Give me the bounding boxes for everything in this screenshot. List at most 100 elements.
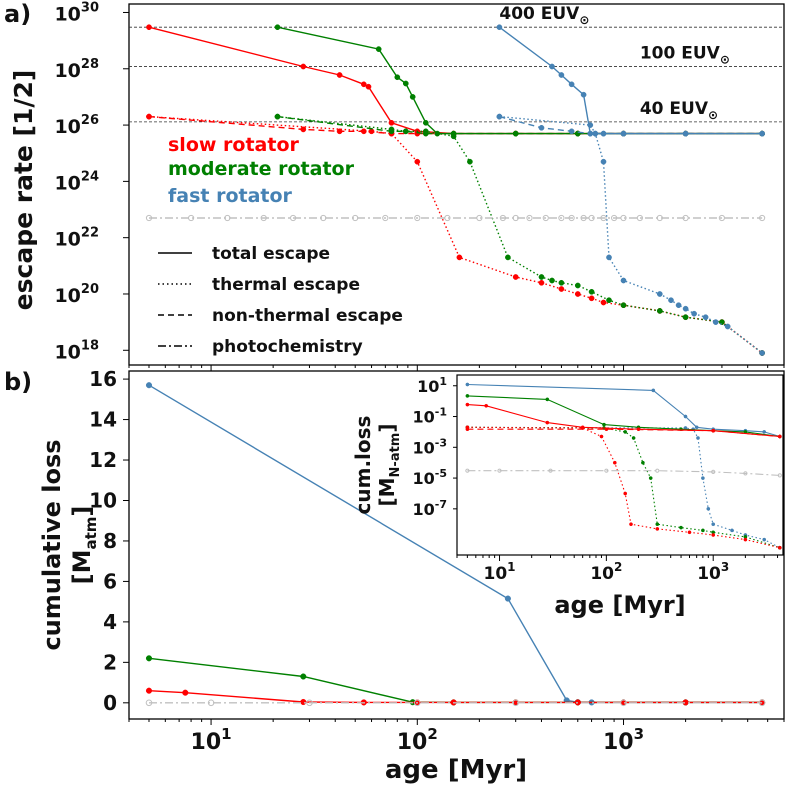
legend-photochemistry: photochemistry [212,337,363,357]
panel_a-point [691,310,697,317]
panel-b-ylabel: cumulative loss [Matm] [38,439,100,650]
panel_a-series-fast-non-thermal [499,115,763,135]
panel_a-point [467,158,473,165]
panel-b-ytick-label: 4 [103,610,117,634]
panel_a-point [300,63,307,70]
panel_a-series-slow-non-thermal [148,115,763,135]
panel_a-point [656,214,663,222]
panel-b-ytick-label: 2 [103,650,117,674]
inset-log-cumulative-loss: 101 10-1 10-3 10-5 10-7 101 102 103 cum.loss [M… [351,374,784,619]
inset-ticks: 101 10-1 10-3 10-5 10-7 101 102 103 [413,375,779,584]
panel_a-point [300,126,307,133]
inset-xtick-label: 101 [484,560,516,584]
panel_a-point [409,94,416,100]
panel_a-point [496,24,503,31]
panel-b-label: b) [4,368,32,396]
panel_a-point [456,254,463,261]
panel_a-point [636,214,644,222]
panel_a-point [600,214,607,222]
inset-point [465,382,470,387]
panel_a-point [682,130,689,137]
panel_a-point [360,128,367,135]
panel-a-ytick-label: 1022 [54,226,99,251]
panel_a-point [146,24,152,31]
panel_a-point [580,91,587,98]
panel_a-point [759,214,766,222]
panel_a-point [682,214,689,222]
panel_b-point [145,382,153,389]
inset-point [694,425,699,430]
panel_a-point [588,295,595,302]
panel_a-point [719,319,725,325]
legend-moderate-rotator: moderate rotator [168,158,355,180]
panel-a-ticks: 1030 1028 1026 1024 1022 1020 1018 [54,0,785,371]
inset-point [777,473,782,478]
panel_a-point [512,130,519,137]
inset-point [777,545,782,550]
panel-a-series [145,24,766,356]
panel_a-point [496,113,503,120]
panel_a-point [600,299,607,306]
panel_a-point [568,81,575,88]
inset-frame [456,374,784,556]
panel-b-ytick-label: 10 [89,488,117,512]
panel-a-reference-lines: 400 EUV⊙ 100 EUV⊙ 40 EUV⊙ [129,4,784,123]
panel_b-point [300,698,307,706]
panel-b-xtick-label: 102 [397,725,438,755]
panel-a-ytick-label: 1028 [54,57,99,82]
panel_a-series-slow-thermal [148,115,763,354]
panel_a-point [568,128,575,135]
panel-b-ytick-label: 0 [103,691,117,715]
panel_a-point [352,214,359,222]
inset-ylabel-line2: [MN-atm] [375,424,403,507]
panel_a-point [558,286,565,292]
panel-b-ytick-label: 16 [89,367,117,391]
panel-b-xtick-label: 103 [603,725,644,755]
panel_a-point [336,72,343,78]
inset-point [604,427,609,432]
panel_b-point [207,699,215,707]
inset-point [629,522,633,527]
panel_b-point [512,699,520,707]
inset-point [484,403,489,408]
panel_a-point [388,119,395,126]
panel_a-point [588,288,595,295]
inset-point [701,528,705,533]
inset-xlabel: age [Myr] [554,591,685,619]
panel-b-ylabel-line1: cumulative loss [38,439,66,650]
inset-point [730,528,734,533]
inset-point [651,388,656,393]
panel_a-point [682,305,689,312]
legend-thermal-escape: thermal escape [212,275,360,295]
panel_a-point [620,302,627,309]
inset-xtick-label: 103 [697,560,729,584]
panel_a-point [450,130,457,137]
panel_b-point [620,699,627,707]
panel_b-point [414,699,421,707]
panel-b-series [145,382,766,707]
inset-point [655,522,660,527]
panel_b-series-moderate-total [148,657,763,704]
euv-reference-label: 100 EUV⊙ [640,44,730,67]
inset-point [602,422,606,427]
panel_a-point [620,277,627,284]
inset-point [777,434,782,439]
inset-ytick-label: 10-3 [413,436,448,457]
inset-ylabel: cum.loss [MN-atm] [351,416,403,515]
panel_a-point [558,214,565,222]
panel-b-ytick-label: 14 [89,408,117,432]
panel_a-point [682,314,689,321]
panel_b-point [306,699,313,707]
inset-point [497,468,502,473]
panel-b-xtick-label: 101 [191,725,232,755]
inset-point [687,530,692,535]
panel_a-point [606,297,612,304]
panel_a-point [260,214,267,222]
panel_a-point [336,128,343,135]
panel_a-point [568,214,575,222]
inset-ytick-label: 101 [417,375,447,396]
panel_a-point [526,214,533,222]
panel_a-point [290,214,297,222]
panel-a-ytick-label: 1024 [54,169,99,194]
